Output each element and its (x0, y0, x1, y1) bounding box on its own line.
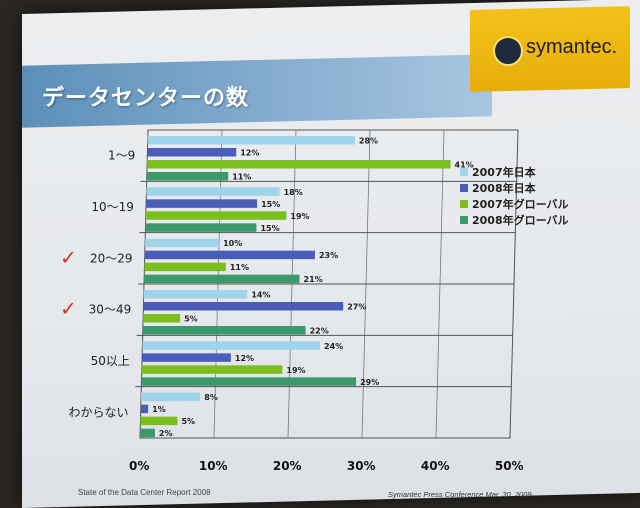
bar (145, 223, 257, 232)
x-tick-label: 50% (495, 459, 524, 473)
legend-swatch (460, 168, 468, 176)
x-tick-label: 0% (129, 459, 149, 473)
data-label: 18% (284, 188, 303, 197)
footer-report-name: State of the Data Center Report 2008 (78, 488, 211, 497)
category-label: 10～19 (91, 200, 134, 214)
category-label: わからない (69, 405, 129, 419)
data-label: 11% (232, 173, 251, 182)
bar (144, 274, 300, 284)
data-label: 15% (261, 200, 280, 209)
bar (143, 290, 248, 299)
data-label: 12% (240, 149, 259, 158)
data-label: 10% (223, 239, 242, 248)
data-label: 8% (204, 393, 218, 402)
category-label: 50以上 (91, 354, 130, 368)
data-label: 19% (290, 212, 309, 221)
category-label: 20～29 (90, 251, 133, 265)
legend-swatch (460, 184, 468, 192)
data-label: 12% (235, 354, 254, 363)
x-tick-label: 30% (347, 459, 376, 473)
bar (146, 199, 258, 208)
check-mark-icon: ✓ (60, 297, 77, 321)
bar (147, 148, 237, 157)
x-tick-label: 40% (421, 459, 450, 473)
data-label: 41% (455, 161, 474, 170)
bar (143, 302, 344, 311)
bar (142, 326, 306, 335)
bar (141, 365, 283, 374)
legend-label: 2007年日本 (472, 165, 536, 179)
bar (147, 160, 451, 169)
legend-swatch (460, 216, 468, 224)
logo-text: symantec. (526, 36, 618, 58)
symantec-logo-icon (493, 36, 523, 66)
bar (146, 187, 280, 196)
legend-label: 2008年日本 (472, 181, 536, 195)
legend-swatch (460, 200, 468, 208)
bar (147, 136, 355, 145)
bar (145, 211, 287, 220)
bar (140, 428, 155, 438)
bar (140, 416, 178, 426)
bar (144, 250, 315, 260)
bar (145, 238, 220, 248)
data-label: 19% (286, 366, 305, 375)
bar (142, 353, 231, 362)
bar (141, 392, 201, 402)
bar (146, 172, 229, 181)
data-label: 11% (230, 263, 249, 272)
data-label: 21% (304, 275, 323, 284)
data-label: 23% (319, 251, 338, 260)
slide-title: データセンターの数 (42, 86, 250, 111)
check-mark-icon: ✓ (60, 245, 77, 269)
footer-conference: Symantec Press Conference Mar. 30, 2009 (388, 490, 532, 499)
data-label: 15% (260, 224, 279, 233)
legend-label: 2008年グローバル (472, 213, 569, 227)
x-tick-label: 10% (199, 459, 228, 473)
data-label: 5% (181, 417, 195, 426)
bar (140, 404, 149, 414)
data-label: 27% (347, 303, 366, 312)
bar (144, 262, 226, 272)
data-label: 1% (152, 405, 166, 414)
bar (143, 314, 181, 323)
category-label: 30～49 (89, 303, 132, 317)
data-label: 29% (360, 378, 379, 387)
legend-label: 2007年グローバル (472, 197, 569, 211)
data-label: 2% (159, 429, 173, 438)
data-label: 24% (324, 342, 343, 351)
category-label: 1～9 (108, 149, 135, 163)
data-label: 28% (359, 137, 378, 146)
bar (142, 341, 321, 350)
data-label: 14% (251, 291, 270, 300)
data-label: 22% (310, 327, 329, 336)
bar (141, 377, 357, 386)
x-tick-label: 20% (273, 459, 302, 473)
data-label: 5% (184, 315, 198, 324)
